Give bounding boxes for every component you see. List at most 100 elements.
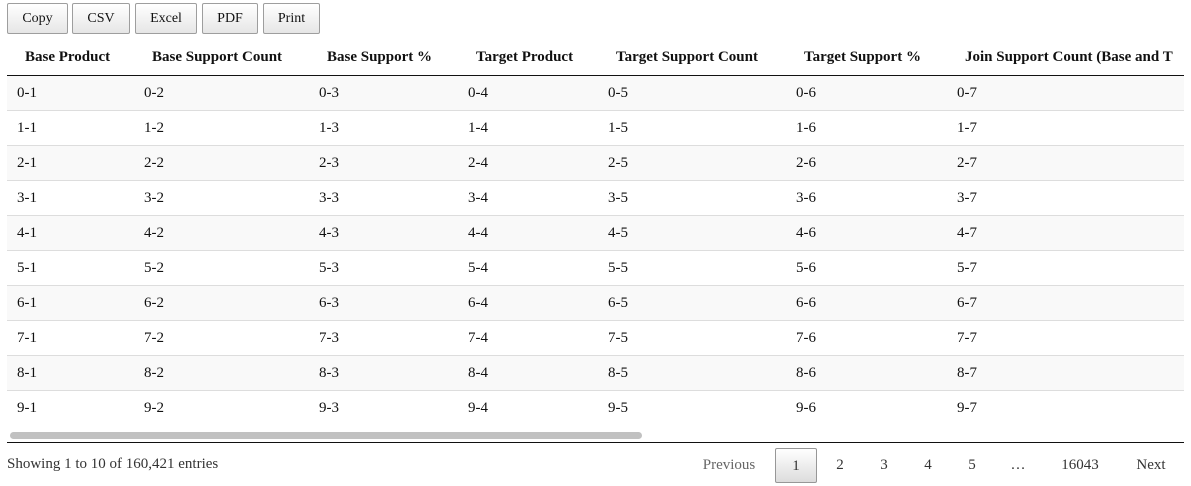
cell-target-product: 9-4 xyxy=(458,390,598,425)
cell-base-support-count: 3-2 xyxy=(134,180,309,216)
table-row: 1-1 1-2 1-3 1-4 1-5 1-6 1-7 xyxy=(7,110,1184,146)
cell-base-product: 9-1 xyxy=(7,390,134,425)
cell-target-product: 7-4 xyxy=(458,320,598,356)
data-table: Base Product Base Support Count Base Sup… xyxy=(7,39,1184,425)
table-row: 8-1 8-2 8-3 8-4 8-5 8-6 8-7 xyxy=(7,355,1184,391)
table-row: 5-1 5-2 5-3 5-4 5-5 5-6 5-7 xyxy=(7,250,1184,286)
entries-info: Showing 1 to 10 of 160,421 entries xyxy=(7,456,219,472)
cell-target-support-count: 6-5 xyxy=(598,285,786,321)
table-header-row: Base Product Base Support Count Base Sup… xyxy=(7,39,1184,76)
cell-target-support-count: 5-5 xyxy=(598,250,786,286)
column-header-base-support-percent[interactable]: Base Support % xyxy=(309,39,458,76)
print-button[interactable]: Print xyxy=(263,3,320,34)
cell-target-support-count: 4-5 xyxy=(598,215,786,251)
cell-base-support-count: 6-2 xyxy=(134,285,309,321)
cell-base-support-percent: 5-3 xyxy=(309,250,458,286)
cell-base-support-percent: 4-3 xyxy=(309,215,458,251)
horizontal-scrollbar[interactable] xyxy=(7,430,1184,442)
pagination-page-4[interactable]: 4 xyxy=(924,457,932,473)
table-row: 7-1 7-2 7-3 7-4 7-5 7-6 7-7 xyxy=(7,320,1184,356)
cell-join-support-count: 9-7 xyxy=(947,390,1184,425)
pagination-previous[interactable]: Previous xyxy=(702,457,756,473)
copy-button[interactable]: Copy xyxy=(7,3,68,34)
cell-join-support-count: 0-7 xyxy=(947,75,1184,111)
cell-join-support-count: 6-7 xyxy=(947,285,1184,321)
pagination-page-5[interactable]: 5 xyxy=(968,457,976,473)
cell-base-product: 8-1 xyxy=(7,355,134,391)
cell-base-support-percent: 0-3 xyxy=(309,75,458,111)
column-header-target-support-count[interactable]: Target Support Count xyxy=(598,39,786,76)
cell-join-support-count: 1-7 xyxy=(947,110,1184,146)
cell-base-product: 5-1 xyxy=(7,250,134,286)
table-bottom-divider xyxy=(7,442,1184,443)
table-row: 3-1 3-2 3-3 3-4 3-5 3-6 3-7 xyxy=(7,180,1184,216)
pdf-button[interactable]: PDF xyxy=(202,3,258,34)
pagination-page-1[interactable]: 1 xyxy=(775,448,817,483)
cell-base-support-count: 7-2 xyxy=(134,320,309,356)
cell-target-product: 5-4 xyxy=(458,250,598,286)
cell-join-support-count: 2-7 xyxy=(947,145,1184,181)
column-header-join-support-count[interactable]: Join Support Count (Base and T xyxy=(947,39,1184,76)
table-row: 4-1 4-2 4-3 4-4 4-5 4-6 4-7 xyxy=(7,215,1184,251)
cell-base-support-count: 5-2 xyxy=(134,250,309,286)
cell-target-support-percent: 0-6 xyxy=(786,75,947,111)
cell-base-product: 1-1 xyxy=(7,110,134,146)
cell-target-support-percent: 4-6 xyxy=(786,215,947,251)
cell-base-support-percent: 6-3 xyxy=(309,285,458,321)
cell-join-support-count: 3-7 xyxy=(947,180,1184,216)
excel-button[interactable]: Excel xyxy=(135,3,197,34)
cell-target-support-percent: 2-6 xyxy=(786,145,947,181)
column-header-base-support-count[interactable]: Base Support Count xyxy=(134,39,309,76)
pagination-next[interactable]: Next xyxy=(1136,457,1166,473)
cell-target-support-count: 8-5 xyxy=(598,355,786,391)
table-row: 0-1 0-2 0-3 0-4 0-5 0-6 0-7 xyxy=(7,75,1184,111)
cell-base-support-count: 2-2 xyxy=(134,145,309,181)
pagination-ellipsis: … xyxy=(1010,457,1026,473)
cell-base-support-count: 8-2 xyxy=(134,355,309,391)
cell-base-product: 0-1 xyxy=(7,75,134,111)
data-table-scroll-area: Base Product Base Support Count Base Sup… xyxy=(7,39,1184,443)
cell-target-support-count: 7-5 xyxy=(598,320,786,356)
cell-target-support-count: 1-5 xyxy=(598,110,786,146)
column-header-base-product[interactable]: Base Product xyxy=(7,39,134,76)
cell-target-support-percent: 1-6 xyxy=(786,110,947,146)
cell-base-support-percent: 2-3 xyxy=(309,145,458,181)
table-body: 0-1 0-2 0-3 0-4 0-5 0-6 0-7 1-1 1-2 1-3 1-4 1-5 1-6 1… xyxy=(7,75,1184,425)
cell-target-support-percent: 3-6 xyxy=(786,180,947,216)
cell-target-product: 0-4 xyxy=(458,75,598,111)
cell-target-support-percent: 7-6 xyxy=(786,320,947,356)
cell-join-support-count: 4-7 xyxy=(947,215,1184,251)
cell-target-product: 1-4 xyxy=(458,110,598,146)
scrollbar-thumb[interactable] xyxy=(10,432,642,439)
cell-target-support-percent: 6-6 xyxy=(786,285,947,321)
cell-base-support-count: 9-2 xyxy=(134,390,309,425)
cell-base-support-percent: 9-3 xyxy=(309,390,458,425)
cell-join-support-count: 8-7 xyxy=(947,355,1184,391)
cell-base-support-count: 4-2 xyxy=(134,215,309,251)
cell-target-support-percent: 9-6 xyxy=(786,390,947,425)
cell-target-product: 4-4 xyxy=(458,215,598,251)
pagination-page-2[interactable]: 2 xyxy=(836,457,844,473)
cell-base-product: 2-1 xyxy=(7,145,134,181)
cell-target-support-percent: 5-6 xyxy=(786,250,947,286)
cell-join-support-count: 7-7 xyxy=(947,320,1184,356)
cell-target-product: 6-4 xyxy=(458,285,598,321)
cell-base-support-percent: 3-3 xyxy=(309,180,458,216)
cell-base-product: 7-1 xyxy=(7,320,134,356)
pagination-page-last[interactable]: 16043 xyxy=(1061,457,1099,473)
column-header-target-support-percent[interactable]: Target Support % xyxy=(786,39,947,76)
cell-base-support-count: 0-2 xyxy=(134,75,309,111)
cell-target-product: 8-4 xyxy=(458,355,598,391)
pagination-page-3[interactable]: 3 xyxy=(880,457,888,473)
table-row: 6-1 6-2 6-3 6-4 6-5 6-6 6-7 xyxy=(7,285,1184,321)
cell-base-product: 6-1 xyxy=(7,285,134,321)
column-header-target-product[interactable]: Target Product xyxy=(458,39,598,76)
cell-target-product: 2-4 xyxy=(458,145,598,181)
table-row: 2-1 2-2 2-3 2-4 2-5 2-6 2-7 xyxy=(7,145,1184,181)
cell-target-support-percent: 8-6 xyxy=(786,355,947,391)
cell-base-product: 3-1 xyxy=(7,180,134,216)
cell-base-support-percent: 1-3 xyxy=(309,110,458,146)
csv-button[interactable]: CSV xyxy=(72,3,130,34)
cell-target-support-count: 2-5 xyxy=(598,145,786,181)
cell-target-support-count: 3-5 xyxy=(598,180,786,216)
